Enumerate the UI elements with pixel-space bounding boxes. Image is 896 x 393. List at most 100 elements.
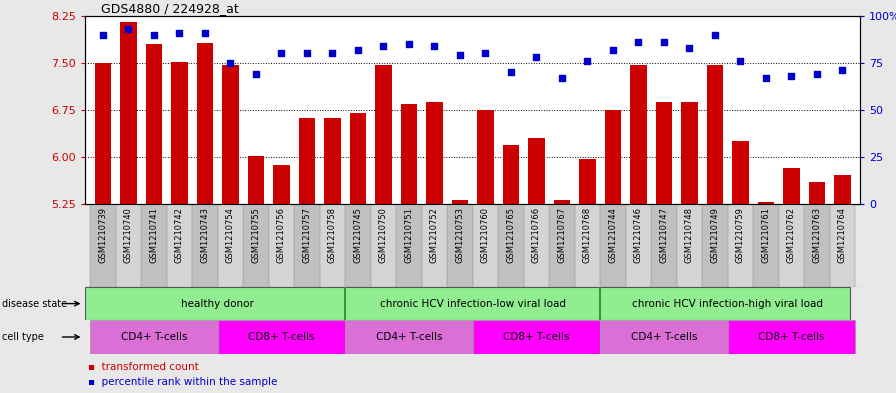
Bar bbox=[222, 65, 238, 204]
Point bbox=[198, 29, 212, 36]
Bar bbox=[142, 204, 167, 287]
Text: ▪  transformed count: ▪ transformed count bbox=[88, 362, 199, 373]
Text: GSM1210750: GSM1210750 bbox=[379, 207, 388, 263]
Bar bbox=[298, 118, 315, 204]
Bar bbox=[247, 156, 264, 204]
Text: CD4+ T-cells: CD4+ T-cells bbox=[631, 332, 697, 342]
Bar bbox=[193, 204, 218, 287]
Bar bbox=[375, 65, 392, 204]
Bar bbox=[422, 204, 447, 287]
Bar bbox=[90, 204, 116, 287]
Text: GSM1210758: GSM1210758 bbox=[328, 207, 337, 263]
Bar bbox=[120, 22, 137, 204]
Point bbox=[427, 43, 442, 49]
Bar bbox=[345, 204, 371, 287]
Text: GSM1210761: GSM1210761 bbox=[762, 207, 771, 263]
Bar bbox=[473, 204, 498, 287]
Text: GSM1210749: GSM1210749 bbox=[711, 207, 719, 263]
Bar bbox=[834, 175, 850, 204]
Bar bbox=[702, 204, 728, 287]
Text: GSM1210760: GSM1210760 bbox=[481, 207, 490, 263]
Bar bbox=[294, 204, 320, 287]
Bar bbox=[345, 320, 473, 354]
Point bbox=[682, 45, 696, 51]
Bar bbox=[171, 62, 188, 204]
Point bbox=[504, 69, 518, 75]
Text: GSM1210754: GSM1210754 bbox=[226, 207, 235, 263]
Bar bbox=[600, 320, 728, 354]
Point bbox=[784, 73, 798, 79]
Text: GSM1210748: GSM1210748 bbox=[685, 207, 694, 263]
Bar bbox=[753, 204, 779, 287]
Bar bbox=[757, 202, 774, 204]
Text: GSM1210762: GSM1210762 bbox=[787, 207, 796, 263]
Bar bbox=[196, 43, 213, 204]
Text: GSM1210755: GSM1210755 bbox=[252, 207, 261, 263]
Point bbox=[657, 39, 671, 45]
Point bbox=[581, 58, 595, 64]
Text: CD8+ T-cells: CD8+ T-cells bbox=[758, 332, 824, 342]
Bar bbox=[707, 65, 723, 204]
Text: GSM1210757: GSM1210757 bbox=[303, 207, 312, 263]
Text: GSM1210744: GSM1210744 bbox=[608, 207, 617, 263]
Bar bbox=[830, 204, 855, 287]
Bar bbox=[625, 204, 651, 287]
Text: GSM1210747: GSM1210747 bbox=[659, 207, 668, 263]
Bar bbox=[808, 182, 825, 204]
Text: GSM1210763: GSM1210763 bbox=[813, 207, 822, 263]
Text: GSM1210766: GSM1210766 bbox=[532, 207, 541, 263]
Bar bbox=[630, 65, 647, 204]
Bar bbox=[273, 165, 289, 204]
Bar bbox=[371, 204, 396, 287]
Point bbox=[147, 31, 161, 38]
Bar bbox=[605, 110, 621, 204]
Point bbox=[835, 67, 849, 73]
Bar bbox=[498, 204, 523, 287]
Text: GSM1210764: GSM1210764 bbox=[838, 207, 847, 263]
Point bbox=[300, 50, 314, 57]
Bar bbox=[728, 204, 753, 287]
Text: GSM1210740: GSM1210740 bbox=[124, 207, 133, 263]
Point bbox=[274, 50, 289, 57]
Bar bbox=[218, 320, 345, 354]
Bar bbox=[426, 103, 443, 204]
Text: GSM1210768: GSM1210768 bbox=[583, 207, 592, 263]
Text: GSM1210741: GSM1210741 bbox=[150, 207, 159, 263]
Text: GSM1210756: GSM1210756 bbox=[277, 207, 286, 263]
Point bbox=[376, 43, 391, 49]
Bar bbox=[320, 204, 345, 287]
Text: CD4+ T-cells: CD4+ T-cells bbox=[375, 332, 442, 342]
Bar bbox=[477, 110, 494, 204]
Text: CD8+ T-cells: CD8+ T-cells bbox=[248, 332, 314, 342]
Bar bbox=[146, 44, 162, 204]
Text: GSM1210759: GSM1210759 bbox=[736, 207, 745, 263]
Point bbox=[759, 75, 773, 81]
Bar bbox=[90, 320, 218, 354]
Bar bbox=[579, 159, 596, 204]
Bar bbox=[324, 118, 340, 204]
Bar bbox=[167, 204, 193, 287]
Bar bbox=[656, 103, 672, 204]
Text: disease state: disease state bbox=[2, 299, 67, 309]
Point bbox=[121, 26, 135, 32]
Point bbox=[223, 60, 237, 66]
Point bbox=[478, 50, 493, 57]
Bar bbox=[728, 320, 855, 354]
Point bbox=[172, 29, 186, 36]
Bar bbox=[243, 204, 269, 287]
Point bbox=[810, 71, 824, 77]
Point bbox=[452, 52, 467, 59]
Text: GDS4880 / 224928_at: GDS4880 / 224928_at bbox=[100, 2, 238, 15]
Text: GSM1210765: GSM1210765 bbox=[506, 207, 515, 263]
Bar bbox=[447, 204, 473, 287]
Point bbox=[249, 71, 263, 77]
Bar bbox=[452, 200, 469, 204]
Bar bbox=[116, 204, 142, 287]
Text: GSM1210751: GSM1210751 bbox=[404, 207, 413, 263]
Point bbox=[555, 75, 569, 81]
Text: GSM1210746: GSM1210746 bbox=[633, 207, 642, 263]
Point bbox=[733, 58, 747, 64]
Bar bbox=[651, 204, 676, 287]
Bar bbox=[269, 204, 294, 287]
Bar bbox=[218, 204, 243, 287]
